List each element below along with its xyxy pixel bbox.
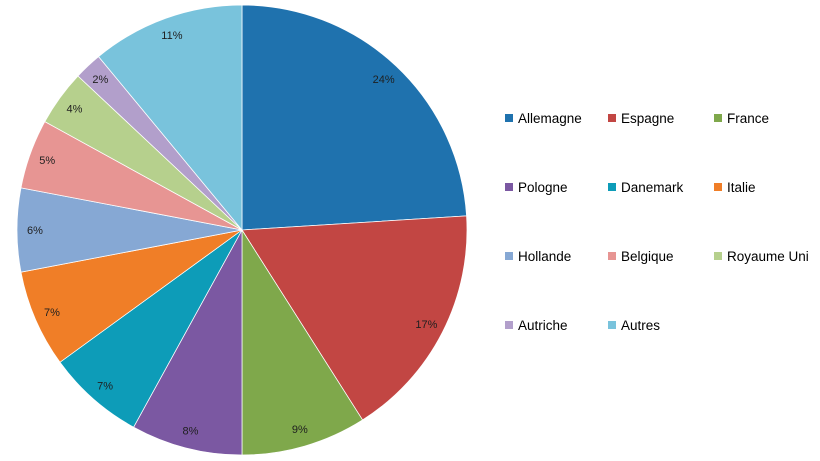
pie-slice-espagne (241, 215, 468, 421)
slice-label-allemagne: 24% (373, 74, 395, 86)
slice-label-autres: 11% (161, 30, 182, 42)
legend-item-hollande: Hollande (505, 248, 608, 264)
slice-label-autriche: 2% (92, 74, 108, 86)
legend-label: Royaume Uni (727, 248, 809, 264)
slice-label-espagne: 17% (415, 319, 437, 331)
legend-item-autres: Autres (608, 317, 714, 333)
legend-label: Allemagne (518, 110, 582, 126)
pie-chart: 24% 17% 9% 8% 7% 7% 6% 5% 4% 2% 11% (16, 4, 468, 456)
legend-swatch-icon (608, 321, 616, 329)
legend-label: Pologne (518, 179, 568, 195)
slice-label-france: 9% (292, 424, 308, 436)
legend-item-espagne: Espagne (608, 110, 714, 126)
legend-swatch-icon (714, 183, 722, 191)
legend-item-belgique: Belgique (608, 248, 714, 264)
pie-slice-autres (98, 4, 243, 232)
legend-label: Hollande (518, 248, 572, 264)
legend-item-danemark: Danemark (608, 179, 714, 195)
legend-swatch-icon (714, 114, 722, 122)
legend-label: France (727, 110, 770, 126)
slice-label-hollande: 6% (27, 225, 43, 237)
legend-swatch-icon (505, 114, 513, 122)
slice-label-royaume-uni: 4% (67, 103, 83, 115)
legend-swatch-icon (505, 321, 513, 329)
legend-item-autriche: Autriche (505, 317, 608, 333)
slice-label-danemark: 7% (97, 380, 113, 392)
legend: Allemagne Espagne France Pologne Danemark Ita… (505, 110, 820, 386)
slice-label-pologne: 8% (183, 426, 199, 438)
legend-label: Belgique (621, 248, 674, 264)
pie-slice-allemagne (241, 4, 467, 231)
slice-label-italie: 7% (44, 307, 60, 319)
legend-swatch-icon (608, 183, 616, 191)
legend-swatch-icon (505, 183, 513, 191)
legend-item-allemagne: Allemagne (505, 110, 608, 126)
legend-swatch-icon (505, 252, 513, 260)
legend-label: Danemark (621, 179, 684, 195)
legend-swatch-icon (608, 114, 616, 122)
legend-label: Italie (727, 179, 756, 195)
legend-swatch-icon (714, 252, 722, 260)
slice-label-belgique: 5% (39, 155, 55, 167)
legend-swatch-icon (608, 252, 616, 260)
legend-label: Espagne (621, 110, 675, 126)
legend-label: Autres (621, 317, 661, 333)
legend-item-france: France (714, 110, 820, 126)
pie-slice-pologne (133, 229, 243, 456)
legend-item-pologne: Pologne (505, 179, 608, 195)
legend-label: Autriche (518, 317, 568, 333)
legend-item-italie: Italie (714, 179, 820, 195)
legend-item-royaume-uni: Royaume Uni (714, 248, 820, 264)
pie-slice-france (241, 228, 364, 456)
